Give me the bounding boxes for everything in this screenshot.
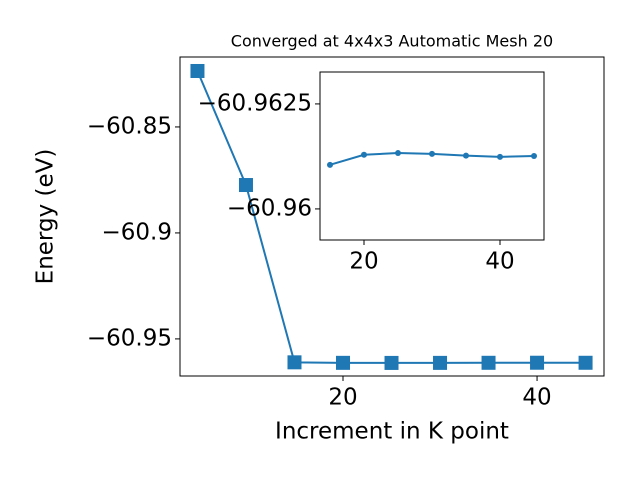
chart-title: Converged at 4x4x3 Automatic Mesh 20 <box>231 32 553 51</box>
marker <box>394 150 401 157</box>
marker <box>463 152 470 159</box>
marker <box>238 178 253 193</box>
marker <box>326 161 333 168</box>
marker <box>531 153 538 159</box>
marker <box>384 355 399 370</box>
y-tick-label: −60.9 <box>102 219 172 245</box>
y-axis-label: Energy (eV) <box>33 149 59 285</box>
y-tick-label: −60.85 <box>87 113 172 139</box>
x-tick-label: 40 <box>485 249 514 275</box>
marker <box>336 355 351 370</box>
x-axis-label: Increment in K point <box>275 419 509 445</box>
marker <box>578 355 593 370</box>
marker <box>497 153 504 160</box>
marker <box>429 150 435 157</box>
marker <box>360 151 367 158</box>
marker <box>287 355 302 370</box>
y-tick-label: −60.9625 <box>198 90 312 116</box>
x-tick-label: 20 <box>349 249 378 275</box>
marker <box>481 355 496 370</box>
y-tick-label: −60.96 <box>227 195 312 221</box>
y-tick-label: −60.95 <box>87 325 172 351</box>
marker <box>190 63 205 78</box>
x-tick-label: 40 <box>522 385 551 411</box>
x-tick-label: 20 <box>328 385 357 411</box>
marker <box>433 355 448 370</box>
marker <box>530 355 545 370</box>
